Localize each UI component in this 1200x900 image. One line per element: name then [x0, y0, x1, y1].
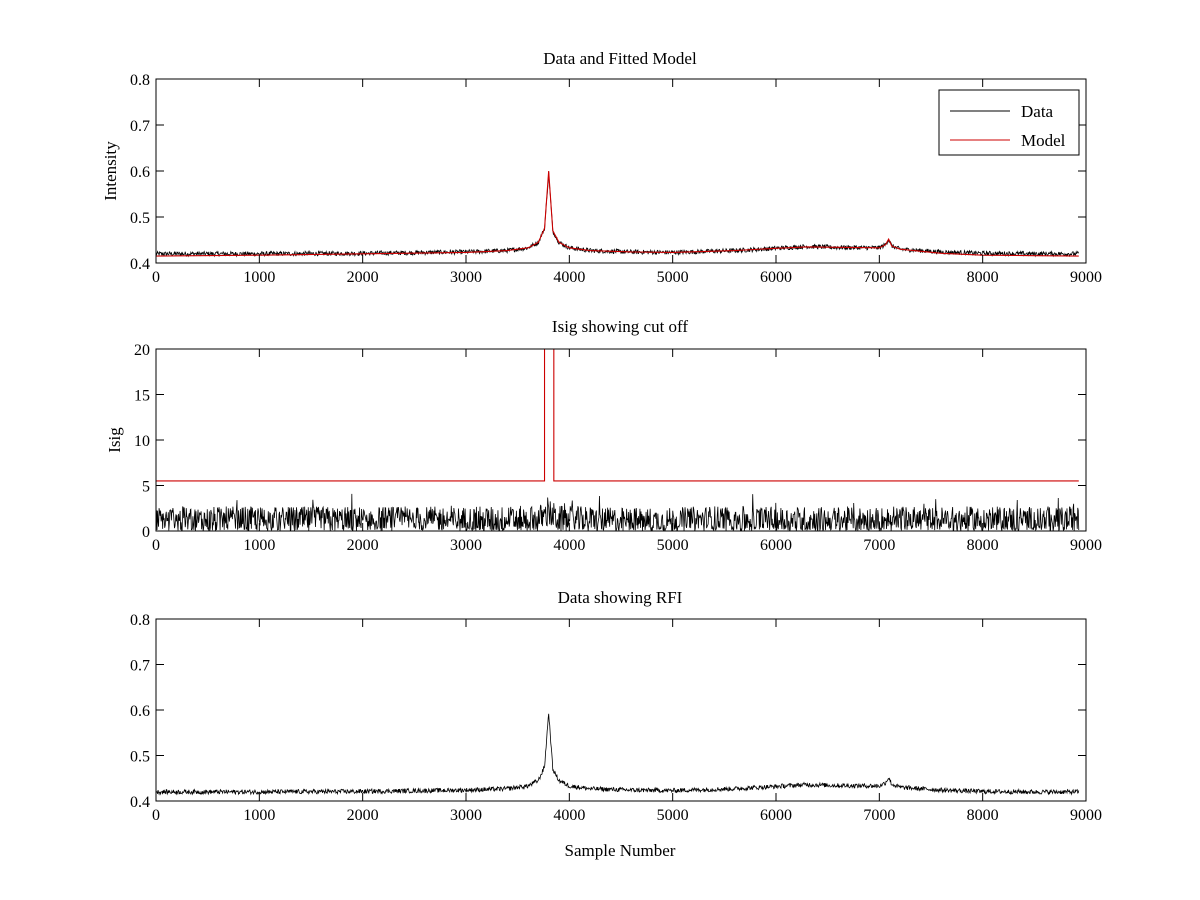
y-tick-label: 0.5 [130, 749, 150, 766]
x-tick-label: 6000 [760, 807, 792, 824]
subplot-data-showing-rfi: Data showing RFI Sample Number 0 1000 2000… [130, 588, 1102, 860]
legend-label-model: Model [1021, 131, 1066, 150]
x-tick-label: 1000 [243, 269, 275, 286]
subplot-data-and-fitted-model: Data and Fitted Model Intensity 0 1000 200… [101, 49, 1102, 286]
x-tick-label: 6000 [760, 537, 792, 554]
y-tick-label: 0.5 [130, 210, 150, 227]
x-tick-label: 0 [152, 537, 160, 554]
series-line-signal [156, 713, 1080, 796]
y-tick-label: 0.6 [130, 703, 150, 720]
subplot-title: Data showing RFI [558, 588, 683, 607]
x-axis-label: Sample Number [565, 841, 676, 860]
series-line-cutoff [156, 349, 1079, 482]
x-tick-label: 2000 [347, 807, 379, 824]
x-tick-label: 3000 [450, 269, 482, 286]
y-axis-label: Isig [105, 427, 124, 453]
series-line-data [156, 172, 1080, 258]
legend-box [938, 89, 1080, 156]
subplot-title: Isig showing cut off [552, 317, 688, 336]
x-tick-label: 4000 [553, 807, 585, 824]
y-tick-label: 0.8 [130, 72, 150, 89]
subplot-title: Data and Fitted Model [543, 49, 697, 68]
y-tick-label: 5 [142, 479, 150, 496]
x-tick-label: 8000 [967, 537, 999, 554]
x-tick-label: 2000 [347, 537, 379, 554]
legend: Data Model [938, 89, 1080, 156]
x-tick-label: 3000 [450, 807, 482, 824]
x-tick-label: 8000 [967, 269, 999, 286]
x-tick-label: 4000 [553, 537, 585, 554]
y-tick-label: 0.7 [130, 658, 150, 675]
y-tick-label: 15 [134, 388, 150, 405]
x-tick-label: 9000 [1070, 537, 1102, 554]
x-tick-label: 5000 [657, 807, 689, 824]
x-tick-label: 3000 [450, 537, 482, 554]
y-tick-label: 0.7 [130, 118, 150, 135]
y-tick-label: 0.6 [130, 164, 150, 181]
x-tick-label: 2000 [347, 269, 379, 286]
x-tick-label: 7000 [863, 537, 895, 554]
x-tick-label: 6000 [760, 269, 792, 286]
x-tick-label: 5000 [657, 537, 689, 554]
series-line-model [156, 170, 1079, 257]
legend-label-data: Data [1021, 102, 1054, 121]
x-tick-label: 7000 [863, 269, 895, 286]
x-tick-label: 8000 [967, 807, 999, 824]
x-tick-label: 0 [152, 807, 160, 824]
y-tick-label: 0.4 [130, 256, 150, 273]
y-axis-label: Intensity [101, 141, 120, 201]
x-tick-label: 5000 [657, 269, 689, 286]
x-tick-label: 1000 [243, 807, 275, 824]
y-tick-label: 0 [142, 524, 150, 541]
x-tick-label: 9000 [1070, 269, 1102, 286]
y-tick-label: 10 [134, 433, 150, 450]
y-tick-label: 0.8 [130, 612, 150, 629]
x-tick-label: 0 [152, 269, 160, 286]
y-tick-label: 20 [134, 342, 150, 359]
series-line-signal [156, 493, 1080, 531]
x-tick-label: 9000 [1070, 807, 1102, 824]
y-tick-label: 0.4 [130, 794, 150, 811]
subplot-isig-showing-cut-off: Isig showing cut off Isig 0 1000 2000 3000 4… [105, 317, 1102, 554]
x-tick-label: 7000 [863, 807, 895, 824]
x-tick-label: 4000 [553, 269, 585, 286]
x-tick-label: 1000 [243, 537, 275, 554]
